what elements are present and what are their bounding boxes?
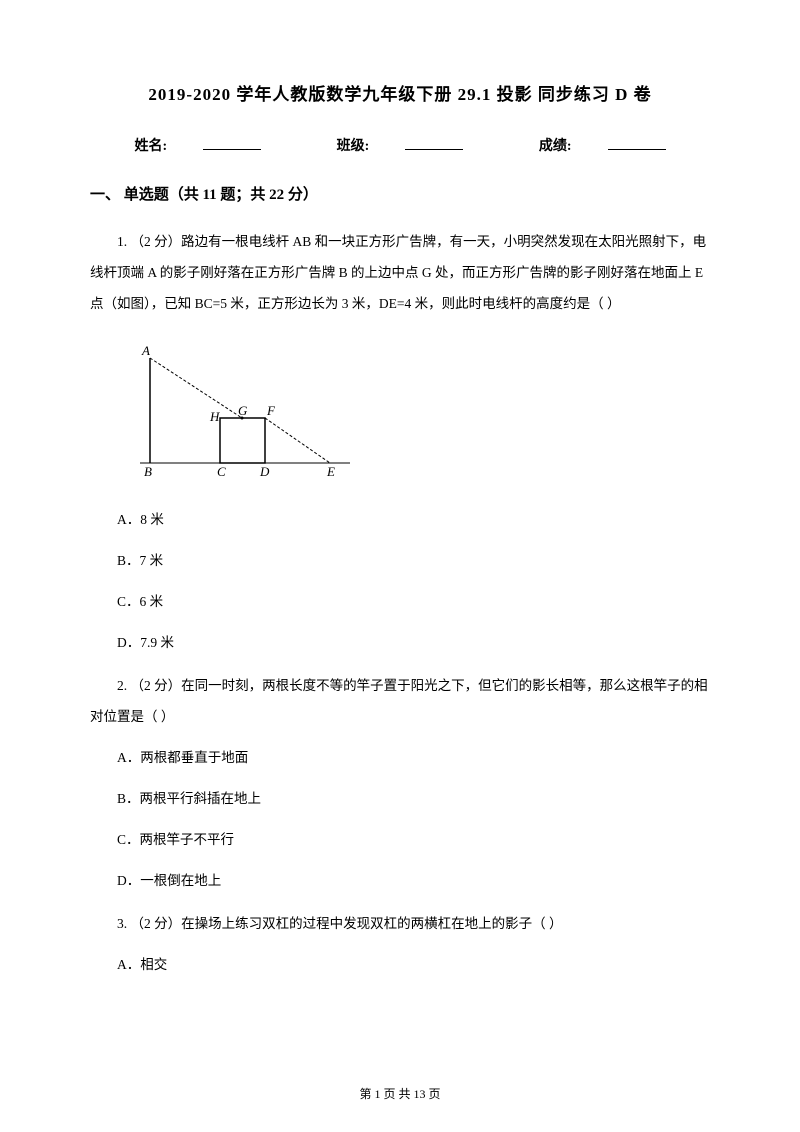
section-header: 一、 单选题（共 11 题；共 22 分） — [90, 183, 710, 204]
svg-text:C: C — [217, 464, 226, 479]
question-2-text: 2. （2 分）在同一时刻，两根长度不等的竿子置于阳光之下，但它们的影长相等，那… — [90, 670, 710, 732]
svg-text:G: G — [238, 403, 248, 418]
score-field: 成绩: — [521, 139, 684, 154]
question-1-text: 1. （2 分）路边有一根电线杆 AB 和一块正方形广告牌，有一天，小明突然发现… — [90, 226, 710, 319]
q3-option-a: A．相交 — [90, 951, 710, 978]
info-line: 姓名: 班级: 成绩: — [90, 135, 710, 155]
q2-option-a: A．两根都垂直于地面 — [90, 744, 710, 771]
q2-option-c: C．两根竿子不平行 — [90, 826, 710, 853]
svg-text:H: H — [209, 409, 220, 424]
class-field: 班级: — [319, 139, 482, 154]
geometry-diagram: A B C D E H G F — [120, 343, 360, 483]
q1-option-d: D．7.9 米 — [90, 629, 710, 656]
q2-option-d: D．一根倒在地上 — [90, 867, 710, 894]
svg-text:B: B — [144, 464, 152, 479]
q1-option-c: C．6 米 — [90, 588, 710, 615]
q1-option-a: A．8 米 — [90, 506, 710, 533]
svg-text:D: D — [259, 464, 270, 479]
svg-text:A: A — [141, 343, 150, 358]
svg-text:E: E — [326, 464, 335, 479]
page-footer: 第 1 页 共 13 页 — [0, 1085, 800, 1102]
q2-option-b: B．两根平行斜插在地上 — [90, 785, 710, 812]
question-3-text: 3. （2 分）在操场上练习双杠的过程中发现双杠的两横杠在地上的影子（ ） — [90, 908, 710, 939]
svg-text:F: F — [266, 403, 276, 418]
q1-option-b: B．7 米 — [90, 547, 710, 574]
name-field: 姓名: — [116, 139, 279, 154]
document-title: 2019-2020 学年人教版数学九年级下册 29.1 投影 同步练习 D 卷 — [90, 80, 710, 105]
